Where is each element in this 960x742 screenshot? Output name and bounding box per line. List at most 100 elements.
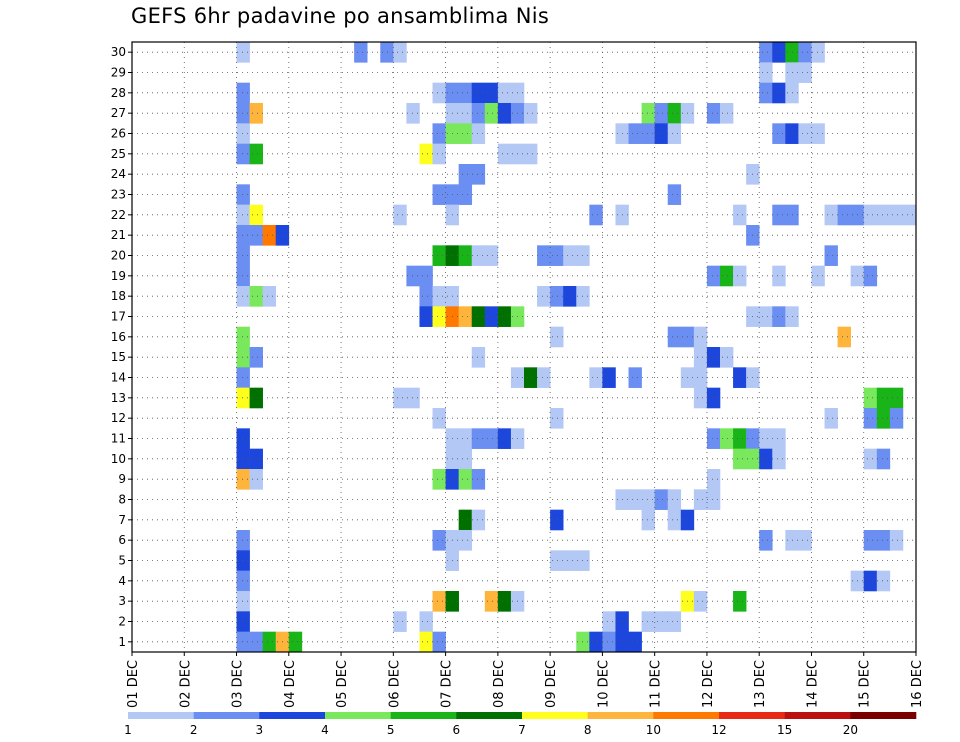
heatmap-cell — [876, 387, 891, 409]
heatmap-cell — [419, 631, 433, 653]
x-tick-label: 03 DEC — [231, 660, 246, 708]
heatmap-cell — [863, 204, 878, 226]
heatmap-cell — [550, 326, 564, 348]
y-tick-label: 21 — [111, 228, 126, 242]
heatmap-cell — [458, 82, 473, 104]
heatmap-cell — [720, 103, 734, 124]
y-tick-label: 29 — [111, 66, 126, 80]
heatmap-cell — [249, 225, 263, 246]
heatmap-cell — [432, 530, 446, 551]
heatmap-cell — [236, 631, 250, 653]
y-tick-label: 2 — [118, 615, 126, 629]
x-tick-label: 02 DEC — [178, 660, 193, 708]
heatmap-cell — [667, 611, 682, 632]
heatmap-cell — [249, 387, 263, 409]
heatmap-cell — [497, 428, 512, 449]
heatmap-cell — [249, 347, 263, 368]
heatmap-cell — [432, 286, 446, 307]
heatmap-cell — [406, 103, 420, 124]
heatmap-cell — [484, 591, 499, 612]
heatmap-cell — [693, 387, 708, 409]
x-tick-label: 06 DEC — [387, 660, 402, 708]
heatmap-cell — [759, 42, 773, 63]
heatmap-cell — [889, 530, 904, 551]
y-tick-label: 13 — [111, 391, 126, 405]
heatmap-cell — [628, 489, 642, 510]
legend-label: 4 — [321, 723, 329, 737]
heatmap-cell — [419, 286, 433, 307]
heatmap-cell — [432, 469, 446, 490]
heatmap-cell — [876, 530, 891, 551]
heatmap-cell — [693, 591, 708, 612]
heatmap-cell — [563, 245, 577, 266]
heatmap-cell — [236, 143, 250, 165]
x-tick-label: 01 DEC — [126, 660, 141, 708]
heatmap-cell — [863, 530, 878, 551]
heatmap-cell — [537, 286, 551, 307]
heatmap-cell — [706, 428, 721, 449]
legend-swatch — [587, 712, 654, 719]
x-tick-label: 04 DEC — [283, 660, 298, 708]
heatmap-cell — [772, 204, 786, 226]
heatmap-cell — [602, 367, 616, 388]
heatmap-cell — [419, 143, 433, 165]
legend-label: 20 — [843, 723, 858, 737]
heatmap-cell — [236, 611, 250, 632]
heatmap-cell — [706, 347, 721, 368]
heatmap-cell — [824, 245, 838, 266]
x-tick-label: 11 DEC — [649, 660, 664, 708]
heatmap-cell — [720, 265, 734, 287]
heatmap-cell — [236, 387, 250, 409]
legend-swatch — [456, 712, 523, 719]
x-tick-label: 16 DEC — [910, 660, 925, 708]
heatmap-cell — [249, 448, 263, 470]
y-tick-label: 22 — [111, 208, 126, 222]
y-tick-label: 7 — [118, 513, 126, 527]
chart-title: GEFS 6hr padavine po ansamblima Nis — [131, 4, 550, 28]
y-tick-label: 1 — [118, 635, 126, 649]
heatmap-cell — [772, 265, 786, 287]
legend-label: 3 — [256, 723, 264, 737]
heatmap-cell — [236, 42, 250, 63]
legend-label: 1 — [124, 723, 132, 737]
heatmap-cell — [733, 265, 747, 287]
y-tick-label: 30 — [111, 45, 126, 59]
heatmap-cell — [720, 347, 734, 368]
legend-swatch — [522, 712, 588, 719]
heatmap-cell — [458, 428, 473, 449]
heatmap-cell — [236, 550, 250, 571]
heatmap-cell — [733, 591, 747, 612]
legend-swatch — [653, 712, 720, 719]
heatmap-cell — [354, 42, 368, 63]
heatmap-cell — [524, 367, 538, 388]
x-tick-label: 13 DEC — [753, 660, 768, 708]
heatmap-cell — [432, 245, 446, 266]
heatmap-cell — [458, 448, 473, 470]
heatmap-cell — [759, 530, 773, 551]
heatmap-cell — [602, 611, 616, 632]
heatmap-cell — [733, 448, 747, 470]
heatmap-cell — [432, 306, 446, 327]
heatmap-cell — [693, 326, 708, 348]
y-tick-label: 24 — [111, 167, 126, 181]
heatmap-cell — [772, 448, 786, 470]
heatmap-cell — [497, 591, 512, 612]
heatmap-cell — [497, 143, 512, 165]
y-tick-label: 20 — [111, 249, 126, 263]
heatmap-cell — [641, 489, 655, 510]
heatmap-cell — [837, 204, 851, 226]
y-tick-label: 16 — [111, 330, 126, 344]
legend-swatch — [128, 712, 194, 719]
x-tick-label: 14 DEC — [805, 660, 820, 708]
heatmap-cell — [262, 225, 277, 246]
heatmap-cell — [863, 448, 878, 470]
y-tick-label: 14 — [111, 371, 126, 385]
heatmap-cell — [876, 204, 891, 226]
heatmap-cell — [759, 82, 773, 104]
heatmap-cell — [236, 326, 250, 348]
y-tick-label: 9 — [118, 472, 126, 486]
heatmap-cell — [693, 347, 708, 368]
heatmap-cell — [824, 408, 838, 429]
heatmap-cell — [563, 286, 577, 307]
